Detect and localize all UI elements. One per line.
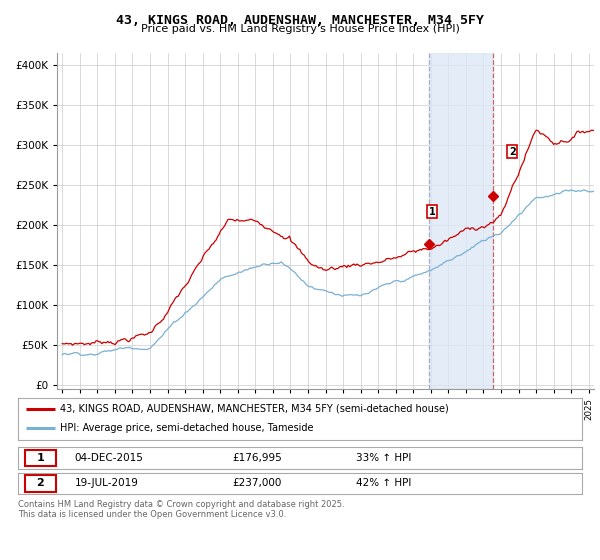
Text: 43, KINGS ROAD, AUDENSHAW, MANCHESTER, M34 5FY: 43, KINGS ROAD, AUDENSHAW, MANCHESTER, M… <box>116 14 484 27</box>
Text: 1: 1 <box>428 207 436 217</box>
Bar <box>430 53 493 389</box>
FancyBboxPatch shape <box>25 475 56 492</box>
Text: Contains HM Land Registry data © Crown copyright and database right 2025.
This d: Contains HM Land Registry data © Crown c… <box>18 500 344 519</box>
FancyBboxPatch shape <box>25 450 56 466</box>
Text: HPI: Average price, semi-detached house, Tameside: HPI: Average price, semi-detached house,… <box>60 423 314 433</box>
Text: 1: 1 <box>37 453 44 463</box>
Text: 2: 2 <box>509 147 515 157</box>
Text: 33% ↑ HPI: 33% ↑ HPI <box>356 453 412 463</box>
Text: £237,000: £237,000 <box>232 478 281 488</box>
Text: 19-JUL-2019: 19-JUL-2019 <box>74 478 138 488</box>
Text: Price paid vs. HM Land Registry's House Price Index (HPI): Price paid vs. HM Land Registry's House … <box>140 24 460 34</box>
Text: 04-DEC-2015: 04-DEC-2015 <box>74 453 143 463</box>
Text: 2: 2 <box>37 478 44 488</box>
Text: £176,995: £176,995 <box>232 453 282 463</box>
Text: 42% ↑ HPI: 42% ↑ HPI <box>356 478 412 488</box>
Text: 43, KINGS ROAD, AUDENSHAW, MANCHESTER, M34 5FY (semi-detached house): 43, KINGS ROAD, AUDENSHAW, MANCHESTER, M… <box>60 404 449 414</box>
